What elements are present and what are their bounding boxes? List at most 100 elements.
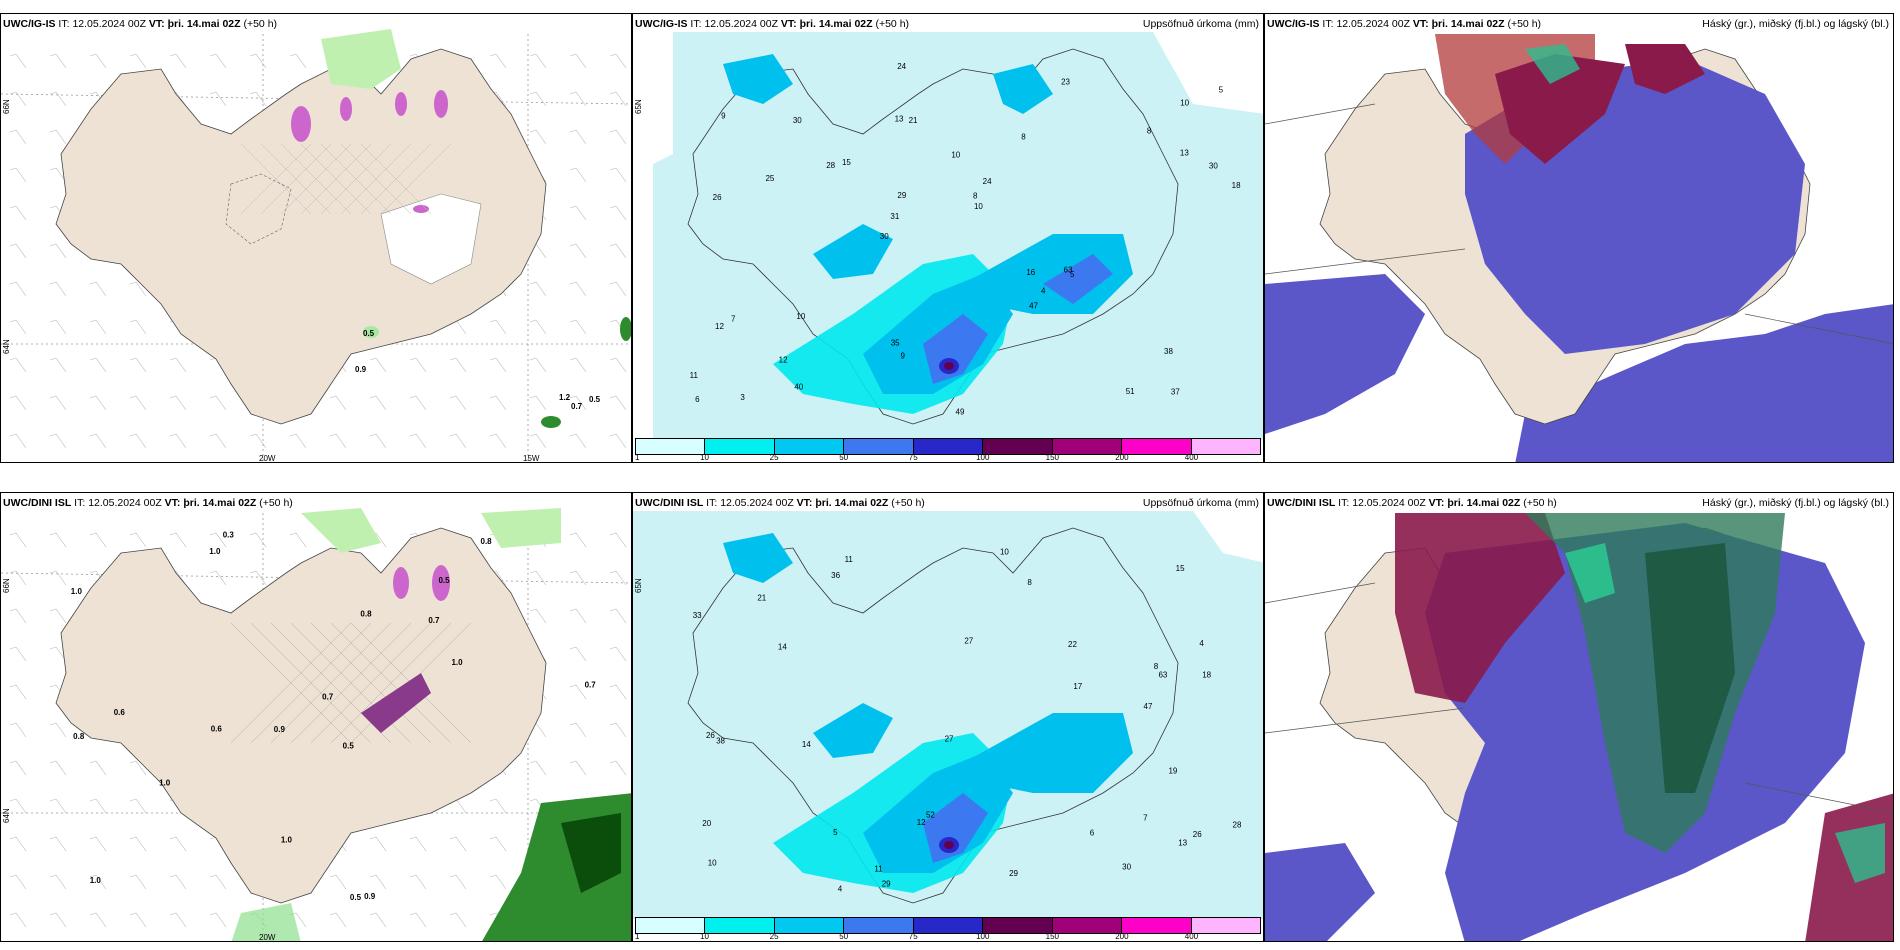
colorbar-label: 400 <box>1184 453 1199 462</box>
value-label: 1.2 <box>559 393 571 402</box>
value-label: 8 <box>1027 578 1032 587</box>
lat-label-66n: 66N <box>2 99 11 114</box>
value-label: 10 <box>1180 98 1189 107</box>
wind-barb <box>449 874 467 890</box>
value-label: 13 <box>895 115 904 124</box>
wind-barb <box>249 53 267 69</box>
wind-barb <box>169 874 187 890</box>
value-label: 8 <box>1021 132 1026 141</box>
value-label: 14 <box>778 642 787 651</box>
value-label: 0.5 <box>350 893 362 902</box>
value-label: 5 <box>1070 270 1075 279</box>
wind-barb <box>289 53 307 69</box>
wind-barb <box>529 319 547 335</box>
colorbar-label: 200 <box>1115 932 1129 941</box>
colorbar-label: 1 <box>635 453 640 462</box>
colorbar-cell <box>1191 439 1260 454</box>
value-label: 30 <box>793 116 802 125</box>
map-precip-bottom: 7426271011851514183347292021133652632638… <box>633 511 1263 919</box>
colorbar-cell <box>774 918 845 933</box>
wind-barb <box>529 570 547 586</box>
wind-barb <box>409 395 427 411</box>
panel-header: UWC/DINI ISL IT: 12.05.2024 00Z VT: þri.… <box>635 497 925 509</box>
wind-barb <box>609 205 627 221</box>
wind-barb <box>9 912 27 928</box>
colorbar-cell <box>983 918 1053 933</box>
wind-barb <box>49 357 67 373</box>
wind-barb <box>49 53 67 69</box>
colorbar-label: 150 <box>1045 932 1060 941</box>
value-label: 63 <box>1158 670 1167 679</box>
value-label: 5 <box>1219 86 1224 95</box>
colorbar-label: 10 <box>700 932 709 941</box>
colorbar-label: 10 <box>700 453 709 462</box>
colorbar-cell <box>636 439 706 454</box>
value-label: 0.5 <box>589 395 601 404</box>
map-precip-top: 37 26 10 30 8 3 13 10 7 15 11 12 21 24 5 9 24 18 16 13 31 35 2… <box>653 32 1263 440</box>
wind-barb <box>489 319 507 335</box>
value-label: 12 <box>715 322 724 331</box>
panel-header: UWC/DINI ISL IT: 12.05.2024 00Z VT: þri.… <box>3 497 293 509</box>
wind-barb <box>409 357 427 373</box>
lon-label-20w: 20W <box>259 454 276 463</box>
colorbar-cell <box>1052 918 1123 933</box>
wind-barb <box>9 684 27 700</box>
wind-barb <box>169 53 187 69</box>
panel-header: UWC/IG-IS IT: 12.05.2024 00Z VT: þri. 14… <box>635 18 910 30</box>
value-label: 4 <box>1041 287 1046 296</box>
value-label: 10 <box>974 202 983 211</box>
value-label: 10 <box>1000 547 1009 556</box>
value-label: 12 <box>917 818 926 827</box>
wind-barb <box>569 281 587 297</box>
colorbar-cell <box>1191 918 1260 933</box>
wind-barb <box>249 532 267 548</box>
wind-barb <box>329 874 347 890</box>
value-label: 30 <box>1122 863 1131 872</box>
wind-barb <box>609 570 627 586</box>
wind-barb <box>569 760 587 776</box>
map-winds-top: 0.5 0.9 1.2 0.5 0.7 <box>1 29 631 462</box>
colorbar-cell <box>1122 439 1192 454</box>
value-label: 19 <box>1168 767 1177 776</box>
wind-barb <box>529 129 547 145</box>
wind-barb <box>449 395 467 411</box>
wind-barb <box>89 532 107 548</box>
wind-barb <box>169 532 187 548</box>
wind-barb <box>609 53 627 69</box>
wind-barb <box>369 912 387 928</box>
wind-barb <box>409 874 427 890</box>
value-label: 30 <box>1209 162 1218 171</box>
map-clouds-bottom <box>1265 511 1893 941</box>
value-label: 63 <box>1064 265 1073 274</box>
value-label: 38 <box>1164 347 1173 356</box>
colorbar-label: 100 <box>976 932 990 941</box>
value-label: 9 <box>901 351 906 360</box>
wind-barb <box>609 684 627 700</box>
wind-barb <box>49 570 67 586</box>
colorbar-label: 50 <box>839 932 849 941</box>
wind-barb <box>49 395 67 411</box>
wind-barb <box>89 281 107 297</box>
colorbar-cells <box>635 917 1261 934</box>
colorbar-cell <box>636 918 706 933</box>
wind-barb <box>609 608 627 624</box>
wind-barb <box>289 433 307 449</box>
wind-barb <box>569 243 587 259</box>
wind-barb <box>49 760 67 776</box>
lat-label-64n: 64N <box>2 808 11 823</box>
wind-barb <box>89 874 107 890</box>
value-label: 7 <box>731 314 736 323</box>
wind-barb <box>369 357 387 373</box>
wind-barb <box>209 912 227 928</box>
value-label: 11 <box>690 371 699 380</box>
value-label: 31 <box>890 212 899 221</box>
wind-barb <box>129 357 147 373</box>
wind-barb <box>9 205 27 221</box>
wind-barb <box>569 608 587 624</box>
colorbar-cells <box>635 438 1261 455</box>
wind-barb <box>129 836 147 852</box>
colorbar: 1 10 25 50 75 100 150 200 400 <box>633 915 1263 941</box>
value-label: 35 <box>891 339 900 348</box>
wind-barb <box>569 570 587 586</box>
colorbar-cell <box>983 439 1053 454</box>
